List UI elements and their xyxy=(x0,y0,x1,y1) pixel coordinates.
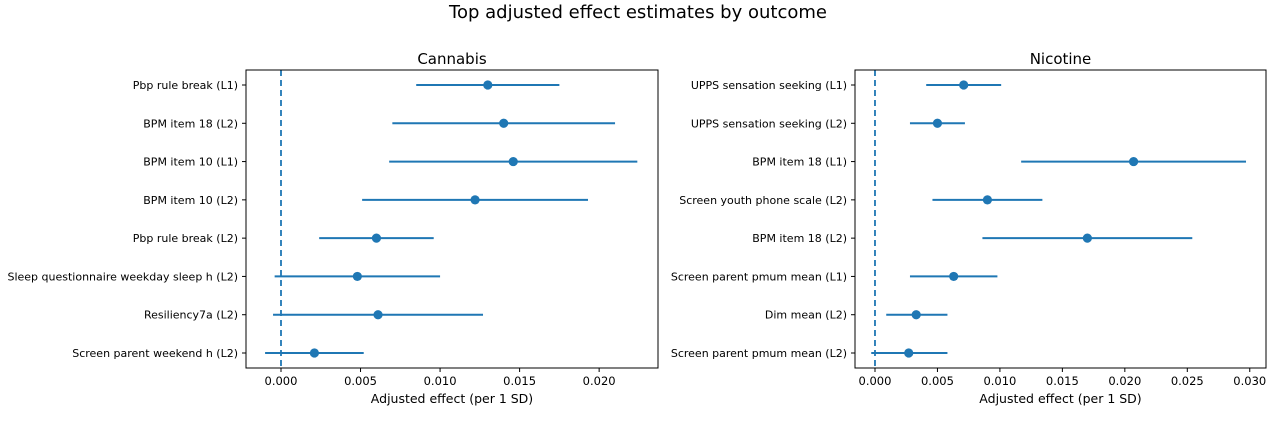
plot-frame xyxy=(854,69,1267,369)
y-tick-label: BPM item 18 (L1) xyxy=(752,156,847,169)
x-tick-label: 0.005 xyxy=(921,374,954,388)
x-tick-label: 0.000 xyxy=(859,374,892,388)
point-estimate xyxy=(371,233,382,243)
point-estimate xyxy=(352,271,362,282)
y-tick-label: Screen parent weekend h (L2) xyxy=(72,347,238,360)
panel-nicotine: Nicotine UPPS sensation seeking (L1) UPPS … xyxy=(671,50,1267,406)
y-tick-label: BPM item 10 (L2) xyxy=(143,194,238,207)
x-axis-label: Adjusted effect (per 1 SD) xyxy=(371,391,533,406)
panel-title: Cannabis xyxy=(417,50,487,68)
point-estimate xyxy=(949,271,959,282)
figure-title: Top adjusted effect estimates by outcome xyxy=(448,2,827,23)
y-tick-label: UPPS sensation seeking (L1) xyxy=(691,79,847,92)
point-estimate xyxy=(932,118,943,128)
point-estimate xyxy=(499,118,509,128)
y-tick-label: Dim mean (L2) xyxy=(765,309,847,322)
panel-title: Nicotine xyxy=(1030,50,1092,68)
point-estimate xyxy=(982,195,993,205)
y-tick-label: Pbp rule break (L1) xyxy=(133,79,238,92)
x-axis-label: Adjusted effect (per 1 SD) xyxy=(979,391,1141,406)
point-estimate xyxy=(911,310,921,320)
y-tick-label: BPM item 18 (L2) xyxy=(752,232,847,245)
y-tick-label: Resiliency7a (L2) xyxy=(144,309,238,322)
x-tick-label: 0.005 xyxy=(344,374,377,388)
x-tick-label: 0.025 xyxy=(1171,374,1204,388)
x-tick-label: 0.020 xyxy=(1108,374,1141,388)
y-tick-label: Screen youth phone scale (L2) xyxy=(679,194,847,207)
y-tick-label: Pbp rule break (L2) xyxy=(133,232,238,245)
point-estimate xyxy=(1128,156,1139,167)
point-estimate xyxy=(483,80,493,90)
x-tick-label: 0.010 xyxy=(424,374,457,388)
y-tick-label: Screen parent pmum mean (L2) xyxy=(671,347,847,360)
plot-frame xyxy=(245,69,659,369)
y-tick-label: BPM item 10 (L1) xyxy=(143,156,238,169)
point-estimate xyxy=(904,348,914,358)
y-tick-label: UPPS sensation seeking (L2) xyxy=(691,117,847,130)
point-estimate xyxy=(470,195,480,205)
x-tick-label: 0.015 xyxy=(1046,374,1079,388)
point-estimate xyxy=(959,80,969,90)
point-estimate xyxy=(1082,233,1092,243)
panel-cannabis: Cannabis Pbp rule break (L1) BPM item 18 (… xyxy=(7,50,659,406)
x-tick-label: 0.020 xyxy=(583,374,616,388)
x-tick-label: 0.000 xyxy=(265,374,298,388)
point-estimate xyxy=(373,310,383,320)
point-estimate xyxy=(508,156,518,167)
x-tick-label: 0.030 xyxy=(1233,374,1266,388)
y-tick-label: BPM item 18 (L2) xyxy=(143,117,238,130)
x-tick-label: 0.015 xyxy=(503,374,536,388)
point-estimate xyxy=(309,348,320,358)
x-tick-label: 0.010 xyxy=(983,374,1016,388)
y-tick-label: Sleep questionnaire weekday sleep h (L2) xyxy=(7,270,238,283)
y-tick-label: Screen parent pmum mean (L1) xyxy=(671,270,847,283)
